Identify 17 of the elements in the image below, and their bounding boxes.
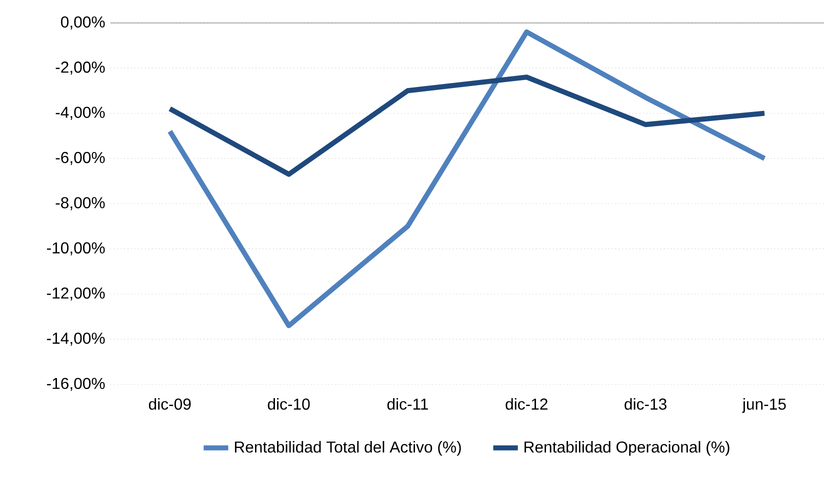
legend-label: Rentabilidad Total del Activo (%): [234, 441, 461, 456]
y-tick-label: 0,00%: [60, 16, 105, 30]
x-tick-label: dic-09: [148, 398, 191, 410]
y-tick-label: -8,00%: [56, 197, 105, 210]
y-tick-label: -2,00%: [56, 62, 105, 75]
y-tick-label: -10,00%: [46, 242, 105, 256]
y-tick-label: -14,00%: [46, 332, 105, 346]
y-tick-label: -12,00%: [46, 287, 105, 301]
x-tick-label: dic-12: [506, 398, 548, 410]
x-tick-label: dic-13: [624, 398, 666, 410]
y-tick-label: -16,00%: [46, 378, 105, 391]
x-tick-label: jun-15: [742, 398, 786, 413]
x-tick-label: dic-10: [268, 398, 310, 410]
x-tick-label: dic-11: [387, 398, 428, 410]
y-tick-label: -6,00%: [56, 152, 105, 166]
y-tick-label: -4,00%: [56, 106, 105, 120]
legend-label: Rentabilidad Operacional (%): [524, 441, 730, 456]
